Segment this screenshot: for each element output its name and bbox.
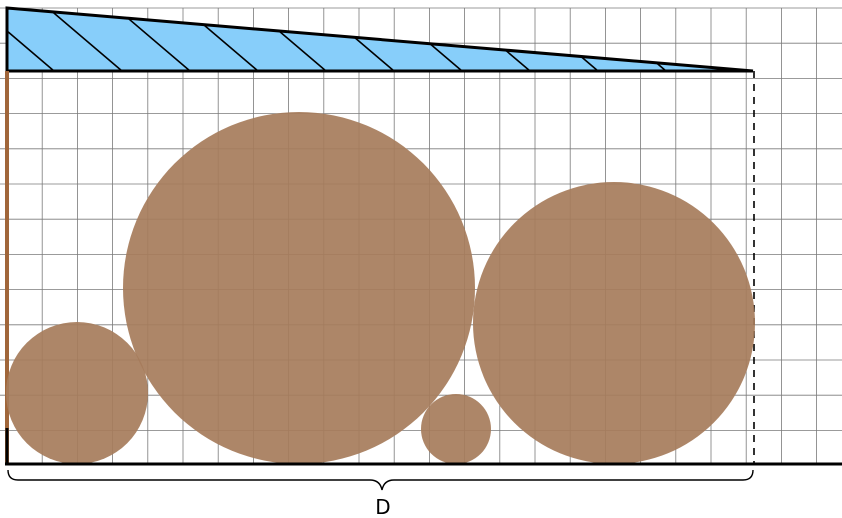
hatch-line <box>659 8 735 71</box>
particle-small-left <box>6 322 148 464</box>
particle-right <box>473 182 755 464</box>
hatch-line <box>727 8 753 71</box>
wedge-outline <box>5 6 754 73</box>
dimension-brace <box>7 469 754 491</box>
hatch-line <box>47 8 123 71</box>
tapered-wedge <box>5 6 754 73</box>
particles <box>6 112 755 464</box>
particle-tiny <box>421 394 491 464</box>
dimension-label: D <box>375 495 390 518</box>
hatch-line <box>7 8 55 71</box>
particle-large-center <box>123 112 475 464</box>
